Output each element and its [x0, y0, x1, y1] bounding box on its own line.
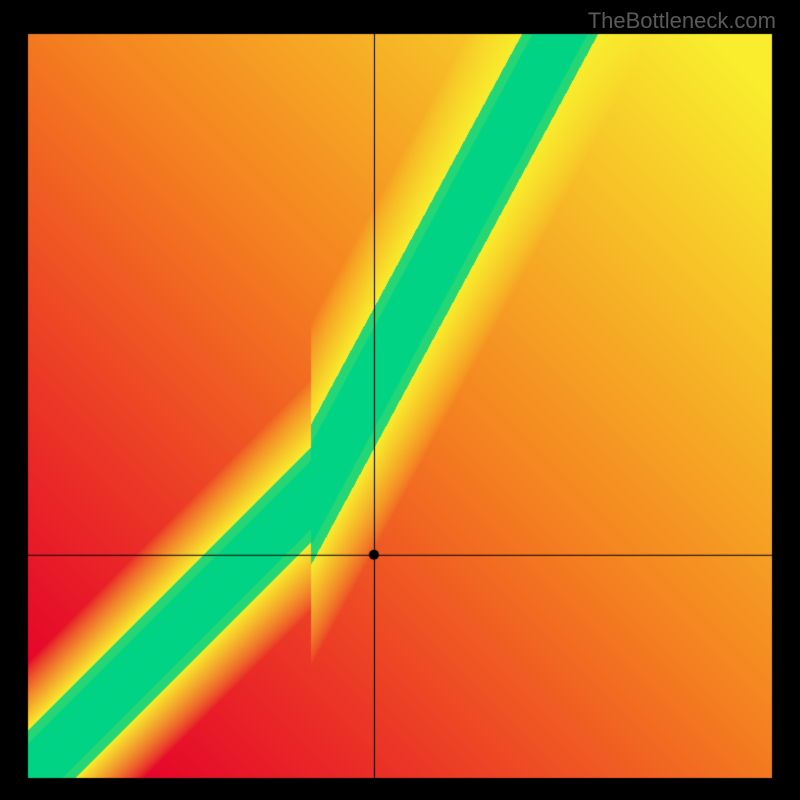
- chart-container: TheBottleneck.com: [0, 0, 800, 800]
- watermark-text: TheBottleneck.com: [588, 8, 776, 34]
- bottleneck-heatmap: [0, 0, 800, 800]
